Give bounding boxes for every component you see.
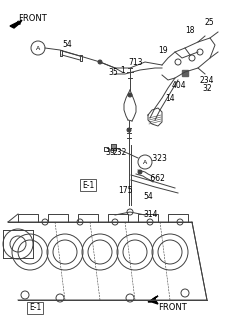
Text: 234: 234 [199, 76, 214, 84]
Text: 314: 314 [142, 210, 157, 219]
Text: 175: 175 [117, 186, 132, 195]
Text: 713: 713 [128, 58, 142, 67]
Text: 232: 232 [112, 148, 127, 156]
Text: A: A [142, 159, 147, 164]
Text: 54: 54 [62, 39, 71, 49]
Text: 19: 19 [157, 45, 167, 54]
Text: FRONT: FRONT [18, 13, 46, 22]
Text: A: A [36, 45, 40, 51]
Polygon shape [10, 20, 22, 28]
Circle shape [126, 128, 131, 132]
Text: 404: 404 [171, 81, 186, 90]
Text: 14: 14 [164, 93, 174, 102]
Polygon shape [112, 145, 114, 149]
Text: 35: 35 [108, 68, 117, 76]
Text: 18: 18 [184, 26, 194, 35]
Text: E-1: E-1 [82, 180, 94, 189]
Circle shape [98, 60, 101, 64]
Text: 1: 1 [120, 66, 124, 75]
Polygon shape [181, 70, 187, 76]
Polygon shape [147, 296, 157, 304]
Text: FRONT: FRONT [157, 303, 186, 313]
Text: 25: 25 [204, 18, 214, 27]
Text: 54: 54 [142, 191, 152, 201]
Text: .323: .323 [149, 154, 166, 163]
Text: .662: .662 [147, 173, 164, 182]
Text: 39: 39 [105, 148, 114, 156]
Text: E-1: E-1 [29, 303, 41, 313]
Text: 32: 32 [201, 84, 211, 92]
Circle shape [137, 170, 141, 174]
Circle shape [128, 93, 131, 97]
